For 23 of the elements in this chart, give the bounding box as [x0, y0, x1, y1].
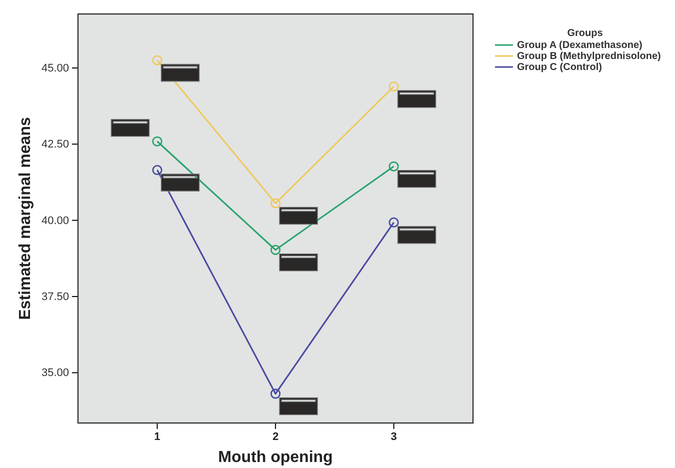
x-tick-label: 1	[154, 430, 160, 443]
point	[152, 136, 162, 146]
point	[152, 164, 162, 176]
y-tick-label: 35.00	[41, 367, 69, 380]
x-tick-label: 3	[390, 430, 397, 443]
legend-label: Group A (Dexamethasone)	[517, 40, 642, 51]
legend-label: Group C (Control)	[517, 62, 602, 73]
y-tick-label: 40.00	[41, 214, 69, 227]
x-tick-label: 2	[272, 430, 279, 443]
point	[388, 217, 399, 228]
y-axis-title: Estimated marginal means	[17, 117, 34, 320]
legend-title: Groups	[567, 28, 604, 39]
point	[270, 198, 281, 208]
legend-label: Group B (Methylprednisolone)	[517, 51, 661, 62]
point	[270, 388, 281, 399]
point	[152, 55, 162, 66]
y-tick-label: 42.50	[41, 138, 69, 151]
y-tick-label: 45.00	[41, 62, 69, 74]
point	[388, 161, 399, 172]
point	[388, 81, 399, 92]
x-axis-title: Mouth opening	[218, 449, 333, 466]
point	[270, 244, 281, 255]
y-tick-label: 37.50	[41, 291, 69, 304]
